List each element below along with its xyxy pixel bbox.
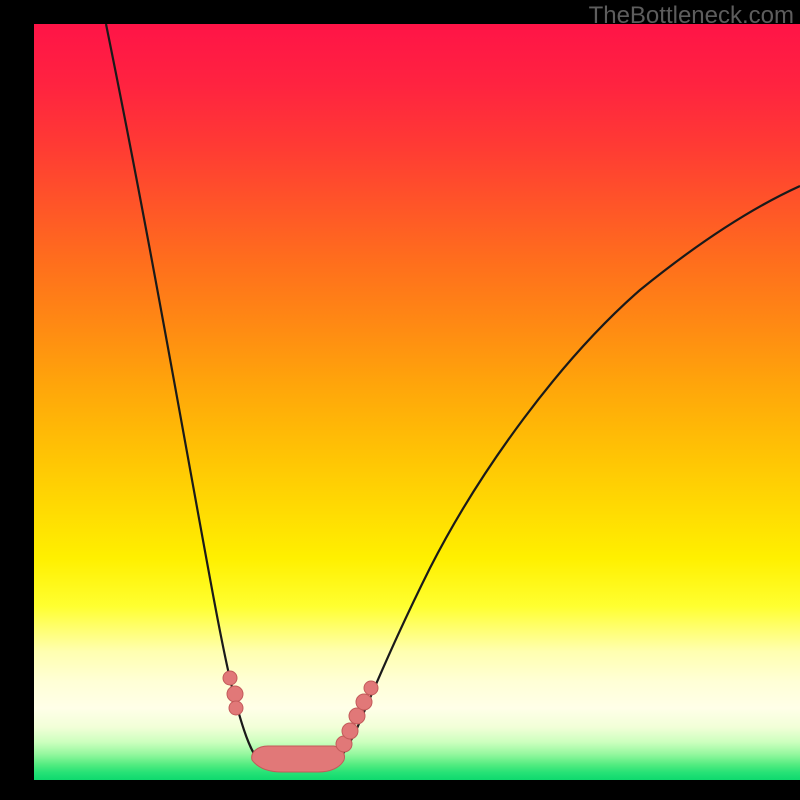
right-marker-dot-4 (364, 681, 378, 695)
left-marker-dot-1 (227, 686, 243, 702)
bottleneck-chart-svg (0, 0, 800, 800)
left-marker-dot-0 (223, 671, 237, 685)
right-marker-dot-1 (342, 723, 358, 739)
left-marker-dot-2 (229, 701, 243, 715)
trough-marker-blob (252, 746, 345, 772)
gradient-plot-area (34, 24, 800, 780)
right-marker-dot-3 (356, 694, 372, 710)
chart-stage: TheBottleneck.com (0, 0, 800, 800)
right-marker-dot-2 (349, 708, 365, 724)
